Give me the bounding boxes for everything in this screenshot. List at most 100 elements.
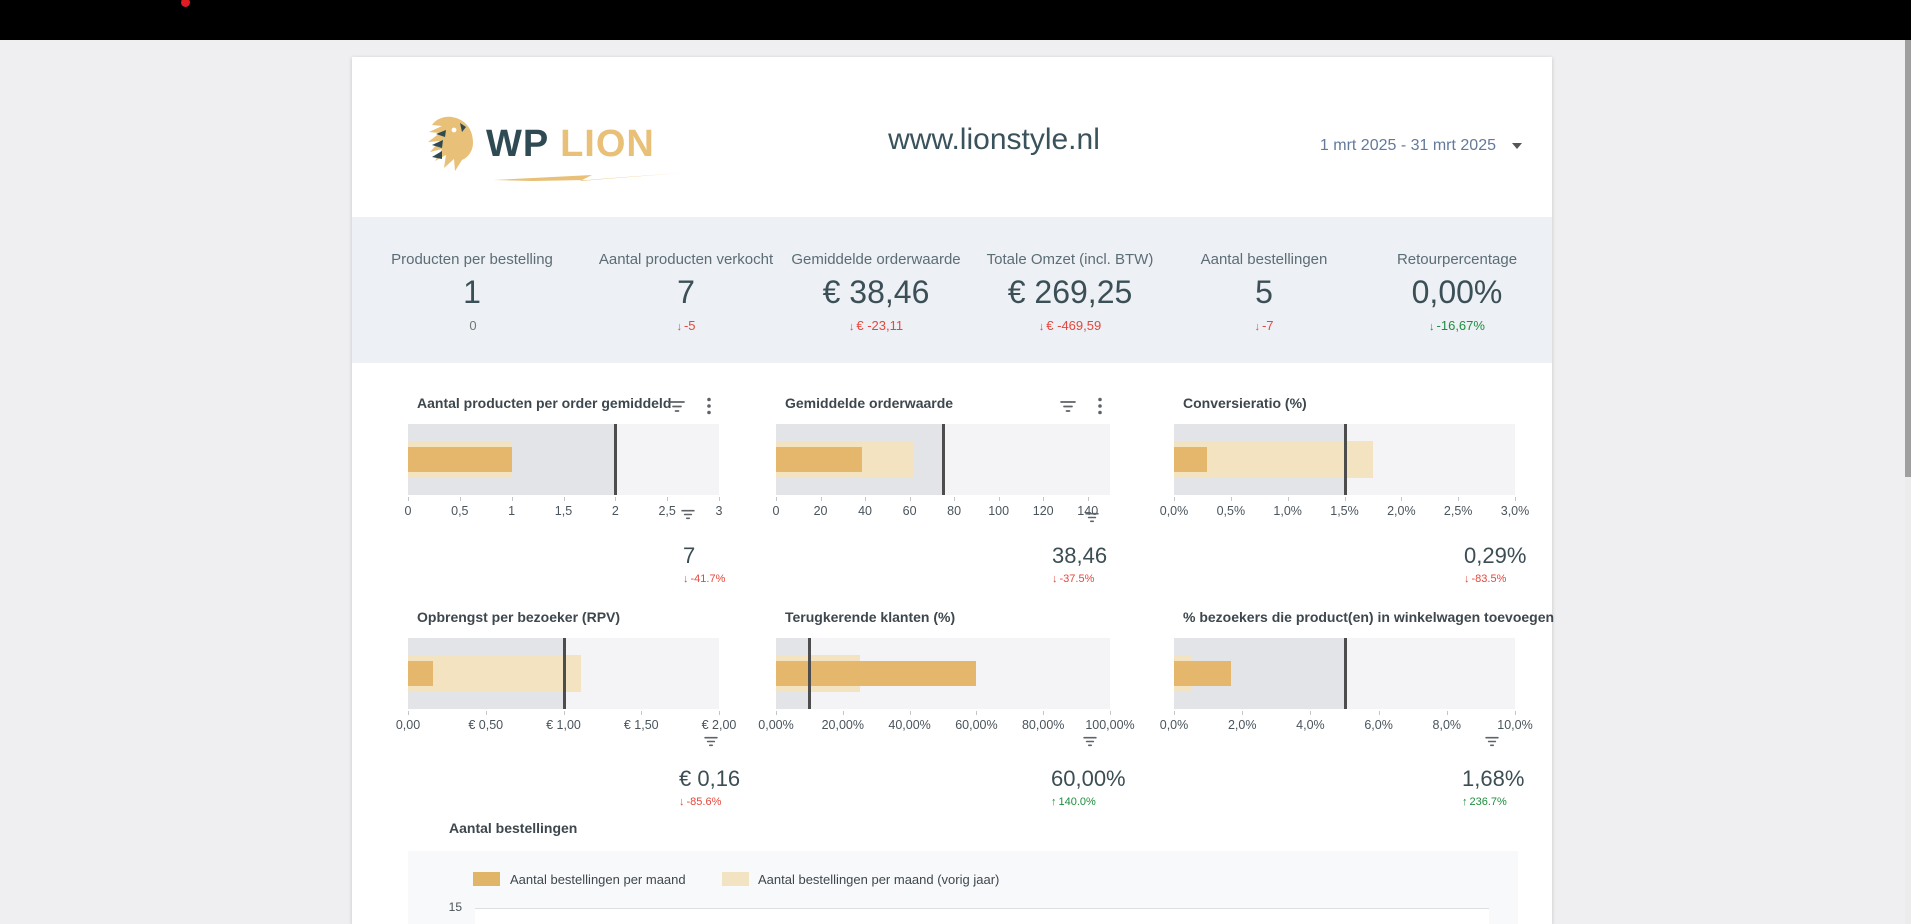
bullet-plot[interactable] (408, 638, 719, 709)
axis-tick-label: 2,5 (658, 504, 676, 518)
axis-tick-label: 0 (404, 504, 412, 518)
axis-tick-label: 0 (772, 504, 780, 518)
scorecard-delta-value: -37.5% (1059, 573, 1095, 585)
kpi-delta-value: € -23,11 (856, 317, 904, 333)
axis-tick-label: 3,0% (1500, 504, 1530, 518)
band (408, 655, 581, 692)
axis-tick-mark (776, 497, 777, 501)
bar (408, 661, 433, 686)
axis-tick-label: 0,0% (1159, 504, 1189, 518)
axis-tick-label: 2,5% (1443, 504, 1473, 518)
trend-arrow-icon: ↓ (1464, 573, 1470, 585)
axis-tick-mark (1344, 497, 1346, 501)
legend-swatch-previous (722, 872, 749, 886)
more-options-icon[interactable] (707, 397, 711, 415)
logo-swoosh-underline (492, 169, 682, 187)
axis-tick-label: 120 (1032, 504, 1054, 518)
filter-icon[interactable] (1485, 736, 1499, 747)
report-site-title: www.lionstyle.nl (888, 123, 1100, 156)
kpi-retourpercentage: Retourpercentage 0,00% ↓ -16,67% (1345, 251, 1569, 333)
kpi-label: Aantal bestellingen (1200, 251, 1328, 268)
bullet-plot[interactable] (776, 424, 1110, 495)
scorecard-value: 0,29% (1464, 543, 1527, 568)
axis-tick-label: 80,00% (1021, 718, 1065, 732)
bullet-chart-producten-per-order[interactable]: Aantal producten per order gemiddeld 0 0,… (404, 395, 723, 521)
target (942, 424, 945, 495)
bullet-chart-winkelwagen[interactable]: % bezoekers die product(en) in winkelwag… (1160, 609, 1554, 735)
bullet-chart-gemiddelde-orderwaarde[interactable]: Gemiddelde orderwaarde 0 20 40 60 80 100 120 14… (772, 395, 1110, 521)
axis-tick-label: 20 (813, 504, 828, 518)
bullet-chart-conversieratio[interactable]: Conversieratio (%) 0,0% 0,5% 1,0% 1,5% 2,0% 2… (1160, 395, 1530, 521)
axis-tick-label: 0,5% (1216, 504, 1246, 518)
scorecard-delta: ↓ -83.5% (1464, 573, 1526, 585)
axis-tick-label: 2,0% (1387, 504, 1416, 518)
bullet-plot[interactable] (408, 424, 719, 495)
axis-tick-mark (459, 497, 461, 501)
scorecard-delta: ↓ -85.6% (679, 796, 740, 808)
axis-tick-mark (1446, 711, 1448, 715)
axis-tick-label: 4,0% (1296, 718, 1325, 732)
chart-title: Gemiddelde orderwaarde (785, 395, 954, 411)
axis-tick-mark (563, 497, 565, 501)
bar-chart-panel[interactable]: Aantal bestellingen per maand Aantal bes… (408, 851, 1518, 924)
axis-tick-mark (842, 711, 844, 715)
bullet-plot[interactable] (776, 638, 1110, 709)
kpi-value: 5 (1255, 274, 1273, 310)
axis-tick-label: 1,0% (1273, 504, 1302, 518)
axis-tick-mark (563, 711, 565, 715)
bullet-plot[interactable] (1174, 424, 1515, 495)
trend-arrow-icon: ↓ (1254, 320, 1260, 333)
logo-word-wp: WP (486, 123, 549, 165)
x-axis: 0,0% 2,0% 4,0% 6,0% 8,0% 10,0% (1160, 711, 1533, 735)
axis-tick-label: 0,5 (451, 504, 469, 518)
filter-icon[interactable] (669, 400, 685, 413)
kpi-value: € 38,46 (822, 274, 930, 310)
axis-tick-mark (511, 497, 513, 501)
date-range-picker[interactable]: 1 mrt 2025 - 31 mrt 2025 (1320, 137, 1522, 155)
scorecard-delta: ↑ 140.0% (1051, 796, 1126, 808)
filter-icon[interactable] (1060, 400, 1076, 413)
kpi-label: Retourpercentage (1396, 251, 1518, 268)
scorecard-value: 60,00% (1051, 766, 1126, 791)
filter-icon[interactable] (1085, 512, 1099, 523)
filter-icon[interactable] (1083, 736, 1097, 747)
axis-tick-label: 0,00% (758, 718, 794, 732)
scrollbar-thumb[interactable] (1905, 40, 1911, 477)
filter-icon[interactable] (681, 509, 695, 520)
x-axis: 0 0,5 1 1,5 2 2,5 3 (404, 497, 722, 521)
kpi-label: Producten per bestelling (391, 251, 553, 268)
axis-tick-mark (1242, 711, 1244, 715)
axis-tick-mark (1043, 711, 1045, 715)
y-axis-tick-label: 15 (448, 900, 462, 914)
kpi-gemiddelde-orderwaarde: Gemiddelde orderwaarde € 38,46 ↓ € -23,11 (764, 251, 988, 333)
axis-tick-label: € 1,50 (623, 718, 659, 732)
bullet-chart-terugkerende-klanten[interactable]: Terugkerende klanten (%) 0,00% 20,00% 40,0… (758, 609, 1134, 735)
scorecard-delta-value: -83.5% (1471, 573, 1507, 585)
bullet-plot[interactable] (1174, 638, 1515, 709)
y-axis-title-clipped: Aantal bestellingen (423, 914, 435, 924)
kpi-delta: ↓ -5 (574, 318, 798, 333)
axis-tick-label: 6,0% (1364, 718, 1393, 732)
legend-label-current: Aantal bestellingen per maand (510, 872, 686, 887)
axis-tick-mark (1401, 497, 1403, 501)
scrollbar-track[interactable] (1905, 40, 1911, 924)
axis-tick-mark (615, 497, 617, 501)
axis-tick-mark (776, 711, 777, 715)
scorecard-value: 7 (683, 543, 696, 568)
axis-tick-mark (1087, 497, 1089, 501)
bullet-chart-rpv[interactable]: Opbrengst per bezoeker (RPV) 0,00 € 0,50 €… (396, 609, 737, 735)
axis-tick-mark (976, 711, 978, 715)
axis-tick-label: 80 (947, 504, 962, 518)
axis-tick-mark (954, 497, 956, 501)
x-axis: 0,00 € 0,50 € 1,00 € 1,50 € 2,00 (396, 711, 736, 735)
more-options-icon[interactable] (1098, 397, 1102, 415)
target (1343, 638, 1347, 709)
legend-label-previous: Aantal bestellingen per maand (vorig jaa… (758, 872, 1000, 887)
trend-arrow-icon: ↓ (676, 320, 682, 333)
kpi-delta-value: -7 (1261, 317, 1274, 333)
trend-arrow-icon: ↑ (1462, 796, 1468, 808)
axis-tick-mark (485, 711, 487, 715)
axis-tick-mark (998, 497, 1000, 501)
target (562, 638, 566, 709)
filter-icon[interactable] (704, 736, 718, 747)
